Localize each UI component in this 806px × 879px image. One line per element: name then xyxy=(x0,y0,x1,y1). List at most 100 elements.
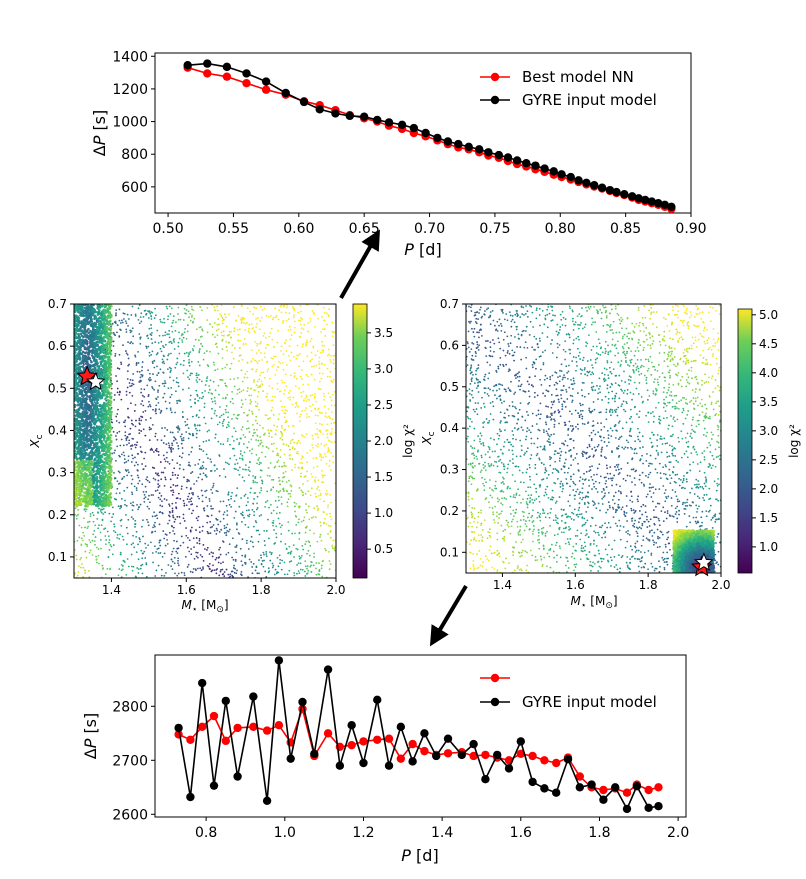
left-scatter-grid-point xyxy=(284,465,287,467)
left-scatter-grid-point xyxy=(187,563,190,566)
left-scatter-grid-point xyxy=(268,537,270,540)
left-scatter-refined-point xyxy=(86,403,89,406)
left-scatter-grid-point xyxy=(320,459,323,461)
left-scatter-grid-point xyxy=(158,539,161,542)
left-scatter-grid-point xyxy=(151,360,154,363)
left-scatter-grid-point xyxy=(273,529,275,531)
left-scatter-grid-point xyxy=(297,521,300,524)
left-scatter-grid-point xyxy=(277,459,280,462)
left-scatter-grid-point xyxy=(285,364,288,366)
top-xlabel: P [d] xyxy=(404,240,441,259)
left-scatter-grid-point xyxy=(187,376,189,379)
left-scatter-grid-point xyxy=(191,471,194,473)
left-scatter-grid-point xyxy=(101,518,104,521)
left-scatter-grid-point xyxy=(201,500,204,503)
left-scatter-grid-point xyxy=(313,395,316,398)
left-scatter-grid-point xyxy=(320,469,323,472)
left-scatter-refined-point xyxy=(109,373,113,376)
left-scatter-grid-point xyxy=(118,568,121,570)
left-scatter-refined-point xyxy=(74,403,77,407)
left-scatter-grid-point xyxy=(199,567,202,570)
left-scatter-grid-point xyxy=(247,413,249,416)
left-scatter-grid-point xyxy=(158,523,161,526)
left-scatter-grid-point xyxy=(125,331,128,333)
left-scatter-grid-point xyxy=(325,494,328,496)
left-scatter-grid-point xyxy=(258,328,261,331)
top-line-series-point-1 xyxy=(421,128,430,138)
left-scatter-grid-point xyxy=(175,426,178,429)
left-scatter-grid-point xyxy=(202,461,205,463)
left-scatter-grid-point xyxy=(250,360,253,363)
left-scatter-grid-point xyxy=(262,551,265,554)
left-scatter-grid-point xyxy=(182,388,184,391)
left-scatter-grid-point xyxy=(153,360,156,362)
left-scatter-grid-point xyxy=(277,366,280,369)
left-scatter-grid-point xyxy=(120,363,123,366)
left-scatter-refined-point xyxy=(87,331,90,335)
left-scatter-grid-point xyxy=(131,454,134,457)
left-scatter-grid-point xyxy=(141,483,144,486)
left-scatter-grid-point xyxy=(215,329,218,332)
left-scatter-grid-point xyxy=(280,304,283,307)
left-scatter-grid-point xyxy=(275,454,278,457)
left-scatter-refined-point xyxy=(85,420,89,423)
left-scatter-grid-point xyxy=(161,500,163,503)
left-scatter-refined-point xyxy=(106,417,110,420)
left-scatter-grid-point xyxy=(300,369,303,371)
left-scatter-grid-point xyxy=(165,443,168,446)
left-scatter-grid-point xyxy=(215,527,218,530)
left-scatter-grid-point xyxy=(190,500,192,503)
left-scatter-grid-point xyxy=(117,470,120,473)
left-scatter-grid-point xyxy=(177,345,180,348)
left-scatter-refined-point xyxy=(74,426,77,429)
left-scatter-grid-point xyxy=(309,494,312,497)
left-scatter-grid-point xyxy=(228,463,230,466)
left-scatter-grid-point xyxy=(330,501,332,504)
left-scatter-grid-point xyxy=(254,307,257,310)
left-scatter-grid-point xyxy=(289,442,292,445)
left-scatter-grid-point xyxy=(111,553,114,556)
left-scatter-refined-point xyxy=(95,477,98,480)
left-scatter-grid-point xyxy=(160,350,163,353)
left-scatter-grid-point xyxy=(241,511,244,514)
left-scatter-grid-point xyxy=(179,544,182,547)
left-scatter-grid-point xyxy=(256,572,259,575)
left-scatter-grid-point xyxy=(116,331,118,334)
left-scatter-grid-point xyxy=(120,453,123,456)
left-scatter-grid-point xyxy=(313,532,315,535)
left-scatter-grid-point xyxy=(275,572,278,575)
left-scatter-grid-point xyxy=(107,535,110,538)
left-scatter-grid-point xyxy=(292,544,295,547)
left-scatter-grid-point xyxy=(138,479,141,482)
left-scatter-grid-point xyxy=(259,443,262,445)
left-scatter-grid-point xyxy=(315,444,317,447)
left-scatter-grid-point xyxy=(167,387,170,390)
left-scatter-grid-point xyxy=(292,356,295,358)
left-scatter-grid-point xyxy=(300,554,303,557)
left-scatter-grid-point xyxy=(156,365,158,368)
left-scatter-grid-point xyxy=(141,463,144,465)
left-scatter-grid-point xyxy=(331,335,334,338)
left-scatter-grid-point xyxy=(227,551,230,554)
left-scatter-grid-point xyxy=(291,532,294,535)
left-scatter-grid-point xyxy=(156,352,159,354)
left-scatter-grid-point xyxy=(284,412,287,415)
left-scatter-grid-point xyxy=(257,439,260,442)
left-scatter-grid-point xyxy=(172,319,175,322)
left-scatter-grid-point xyxy=(122,312,125,315)
left-scatter-grid-point xyxy=(197,515,200,518)
left-scatter-grid-point xyxy=(85,556,88,559)
left-scatter-grid-point xyxy=(156,517,159,520)
left-scatter-grid-point xyxy=(326,423,329,426)
left-scatter-grid-point xyxy=(177,474,180,477)
left-scatter-grid-point xyxy=(194,427,197,430)
left-scatter-grid-point xyxy=(169,371,172,374)
left-scatter-grid-point xyxy=(163,385,166,388)
left-scatter-grid-point xyxy=(204,384,207,386)
left-scatter-grid-point xyxy=(234,510,237,513)
left-scatter-grid-point xyxy=(234,567,237,570)
left-scatter-grid-point xyxy=(175,381,178,384)
left-scatter-grid-point xyxy=(317,414,319,417)
left-scatter-grid-point xyxy=(241,564,244,567)
left-scatter-grid-point xyxy=(332,358,335,361)
